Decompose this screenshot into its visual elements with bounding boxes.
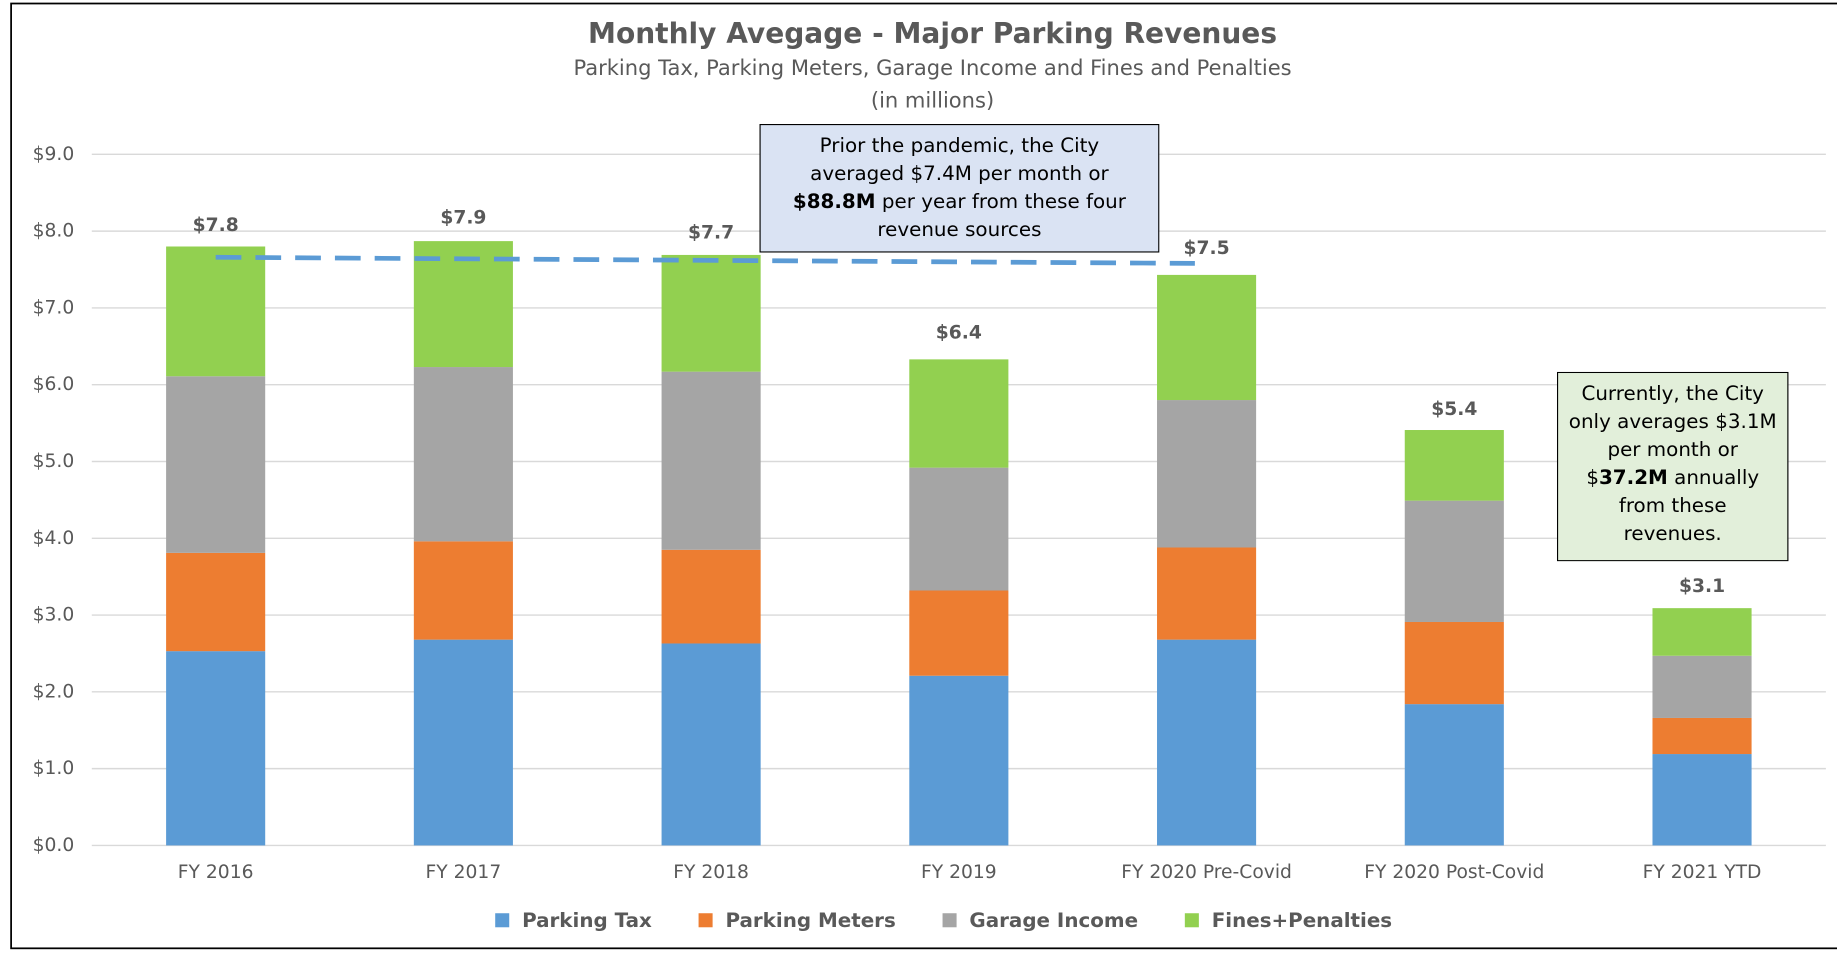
bar-segment	[909, 359, 1009, 468]
legend-swatch	[1184, 913, 1199, 928]
x-tick-label: FY 2021 YTD	[1643, 862, 1762, 883]
bar-segment	[1157, 274, 1257, 401]
y-tick-label: $3.0	[33, 605, 75, 626]
x-tick-label: FY 2020 Pre-Covid	[1121, 862, 1292, 883]
y-tick-label: $2.0	[33, 681, 75, 702]
annotation-text: Prior the pandemic, the City averaged $7…	[810, 134, 1109, 186]
y-tick-label: $0.0	[33, 835, 75, 856]
annotation-text: annually from these revenues.	[1618, 466, 1760, 547]
annotation: Prior the pandemic, the City averaged $7…	[759, 123, 1160, 253]
reference-line	[215, 254, 1195, 266]
bar-segment	[1157, 400, 1257, 548]
legend-label: Parking Tax	[522, 909, 652, 932]
bar-segment	[1404, 430, 1504, 501]
bar-segment	[166, 552, 266, 652]
bar-segment	[166, 651, 266, 846]
legend-label: Garage Income	[969, 909, 1138, 932]
x-tick-label: FY 2020 Post-Covid	[1364, 862, 1544, 883]
x-tick-label: FY 2019	[921, 862, 997, 883]
annotation-text: $88.8M	[792, 190, 876, 214]
total-label: $6.4	[936, 322, 982, 343]
legend-swatch	[698, 913, 713, 928]
bar-segment	[909, 467, 1009, 591]
bar-segment	[661, 643, 761, 846]
bar-segment	[661, 371, 761, 550]
legend-label: Parking Meters	[725, 909, 895, 932]
x-tick-label: FY 2018	[673, 862, 749, 883]
bar-segment	[1157, 639, 1257, 846]
total-label: $7.5	[1184, 238, 1230, 259]
chart-units: (in millions)	[871, 88, 994, 113]
y-tick-label: $6.0	[33, 374, 75, 395]
y-tick-label: $9.0	[33, 144, 75, 165]
annotation-box: Currently, the City only averages $3.1M …	[1556, 371, 1789, 562]
bar-segment	[1404, 704, 1504, 846]
bar-segment	[1652, 655, 1752, 718]
legend-swatch	[942, 913, 957, 928]
annotation-box: Prior the pandemic, the City averaged $7…	[759, 123, 1160, 253]
legend-swatch	[495, 913, 510, 928]
total-label: $7.9	[440, 207, 486, 228]
y-tick-label: $7.0	[33, 297, 75, 318]
annotation-text: per year from these four revenue sources	[875, 190, 1126, 243]
bar-segment	[166, 246, 266, 377]
bar-segment	[1404, 621, 1504, 705]
y-tick-label: $4.0	[33, 528, 75, 549]
annotation-text: 37.2M	[1598, 466, 1668, 490]
bar-segment	[1652, 754, 1752, 846]
bar-segment	[1157, 547, 1257, 640]
y-tick-label: $5.0	[33, 451, 75, 472]
y-tick-label: $1.0	[33, 758, 75, 779]
annotation-text: Currently, the City only averages $3.1M …	[1568, 382, 1777, 490]
bar-segment	[909, 590, 1009, 676]
total-label: $7.8	[193, 215, 239, 236]
bar-segment	[413, 241, 513, 368]
y-tick-label: $8.0	[33, 221, 75, 242]
legend-label: Fines+Penalties	[1212, 909, 1392, 932]
bar-segment	[1652, 717, 1752, 755]
bar-segment	[661, 549, 761, 644]
bar-segment	[413, 541, 513, 640]
bar-segment	[909, 675, 1009, 846]
bar-segment	[661, 254, 761, 372]
bar-segment	[413, 367, 513, 542]
x-tick-label: FY 2017	[426, 862, 502, 883]
chart-title: Monthly Avegage - Major Parking Revenues	[588, 17, 1277, 50]
total-label: $7.7	[688, 223, 734, 244]
total-label: $5.4	[1431, 399, 1477, 420]
legend: Parking Tax Parking Meters Garage Income Fi…	[495, 909, 1392, 932]
bar-segment	[1404, 500, 1504, 622]
bar-segment	[1652, 608, 1752, 656]
bar-segment	[166, 376, 266, 553]
chart-subtitle: Parking Tax, Parking Meters, Garage Inco…	[573, 55, 1291, 80]
total-label: $3.1	[1679, 576, 1725, 597]
bar-segment	[413, 639, 513, 846]
annotation: Currently, the City only averages $3.1M …	[1556, 371, 1789, 562]
x-tick-label: FY 2016	[178, 862, 254, 883]
